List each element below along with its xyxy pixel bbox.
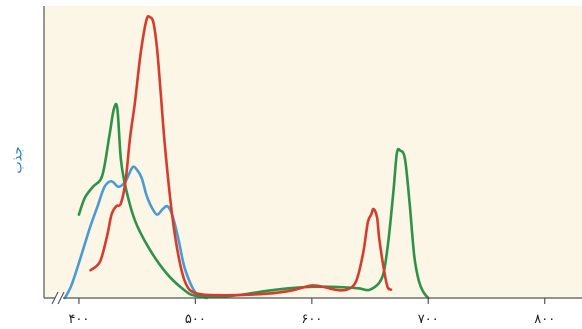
x-ticks: ۴۰۰ ۵۰۰ ۶۰۰ ۷۰۰ ۸۰۰ (68, 298, 555, 327)
axis-break-gap (55, 294, 63, 302)
series-line-3 (63, 165, 209, 300)
series-line-2 (89, 14, 393, 297)
axis-break-slash-2 (57, 291, 65, 305)
x-tick-label: ۸۰۰ (534, 312, 555, 327)
series-group (63, 14, 430, 300)
axis-break-mark (51, 291, 65, 305)
x-tick-label: ۷۰۰ (418, 312, 439, 327)
y-axis-label: جذب (11, 146, 26, 173)
axis-break-slash-1 (51, 291, 59, 305)
series-line-1 (77, 102, 430, 300)
x-tick-label: ۴۰۰ (68, 312, 89, 327)
x-tick-label: ۶۰۰ (301, 312, 322, 327)
x-tick-label: ۵۰۰ (185, 312, 206, 327)
plot-background (44, 6, 582, 298)
